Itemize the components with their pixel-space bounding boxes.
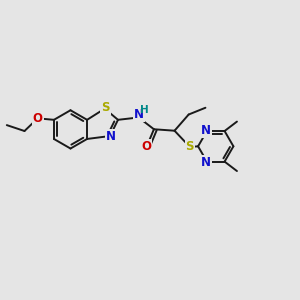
Text: N: N: [134, 108, 144, 121]
Text: O: O: [142, 140, 152, 153]
Text: S: S: [101, 101, 110, 114]
Text: S: S: [186, 140, 194, 153]
Text: O: O: [33, 112, 43, 125]
Text: N: N: [201, 124, 211, 136]
Text: H: H: [140, 105, 149, 115]
Text: N: N: [106, 130, 116, 143]
Text: N: N: [201, 156, 211, 169]
